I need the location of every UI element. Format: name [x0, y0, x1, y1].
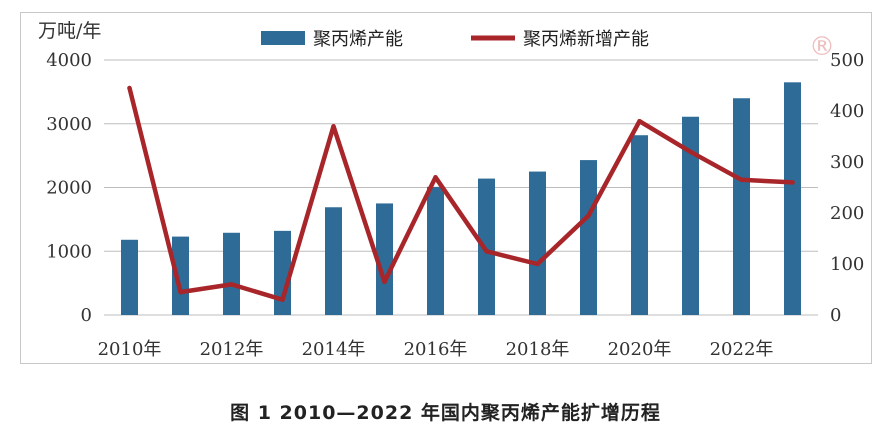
bar — [325, 207, 342, 315]
bar — [682, 116, 699, 315]
line-point — [586, 213, 591, 218]
bar — [631, 135, 648, 315]
bar — [580, 160, 597, 315]
y-left-tick-label: 3000 — [46, 114, 92, 135]
bar — [478, 178, 495, 315]
y-left-tick-label: 1000 — [46, 241, 92, 262]
y-right-tick-label: 100 — [830, 254, 864, 275]
line-point — [280, 297, 285, 302]
y-left-tick-label: 0 — [81, 305, 92, 326]
bar-series — [121, 82, 801, 315]
line-point — [688, 149, 693, 154]
line-point — [433, 175, 438, 180]
legend: 聚丙烯产能 聚丙烯新增产能 — [261, 29, 649, 50]
line-series — [127, 85, 795, 302]
chart-svg: 0 1000 2000 3000 4000 0 100 200 300 400 500 2010年 20… — [46, 29, 864, 360]
bar — [172, 236, 189, 315]
grid-lines — [104, 59, 818, 316]
line-point — [535, 261, 540, 267]
y-left-tick-label: 4000 — [46, 50, 92, 71]
left-axis-unit-label: 万吨/年 — [38, 20, 102, 42]
bar — [784, 82, 801, 315]
watermark-registered-mark: ® — [809, 32, 835, 62]
line-point — [637, 119, 642, 124]
axis-ticks: 0 1000 2000 3000 4000 0 100 200 300 400 500 2010年 20… — [46, 50, 864, 360]
bar — [274, 230, 291, 315]
x-tick-label: 2022年 — [710, 339, 774, 360]
y-left-tick-label: 2000 — [46, 178, 92, 199]
bar — [529, 171, 546, 315]
line-point — [229, 282, 234, 287]
line-point — [382, 279, 387, 285]
x-tick-label: 2020年 — [608, 339, 672, 360]
y-right-tick-label: 500 — [830, 50, 864, 71]
y-right-tick-label: 200 — [830, 203, 864, 224]
x-tick-label: 2014年 — [302, 339, 366, 360]
bar — [427, 186, 444, 315]
y-right-tick-label: 400 — [830, 101, 864, 122]
x-tick-label: 2012年 — [200, 339, 264, 360]
bar — [121, 239, 138, 315]
x-tick-label: 2010年 — [98, 339, 162, 360]
line-point — [127, 85, 132, 91]
bar — [733, 98, 750, 315]
y-right-tick-label: 300 — [830, 152, 864, 173]
line-point — [790, 180, 795, 185]
bar — [376, 203, 393, 315]
line-point — [331, 124, 336, 129]
chart-frame: 0 1000 2000 3000 4000 0 100 200 300 400 500 2010年 20… — [20, 12, 872, 364]
legend-bar-label: 聚丙烯产能 — [313, 29, 403, 50]
y-right-tick-label: 0 — [830, 305, 841, 326]
line-path — [127, 85, 795, 302]
legend-line-label: 聚丙烯新增产能 — [523, 29, 649, 50]
x-tick-label: 2018年 — [506, 339, 570, 360]
bar — [223, 232, 240, 315]
figure-caption: 图 1 2010—2022 年国内聚丙烯产能扩增历程 — [230, 402, 661, 424]
watermark: ® — [809, 32, 835, 62]
x-tick-label: 2016年 — [404, 339, 468, 360]
line-point — [739, 177, 744, 183]
legend-bar-swatch — [261, 31, 305, 45]
line-point — [484, 249, 489, 254]
line-point — [178, 289, 183, 295]
